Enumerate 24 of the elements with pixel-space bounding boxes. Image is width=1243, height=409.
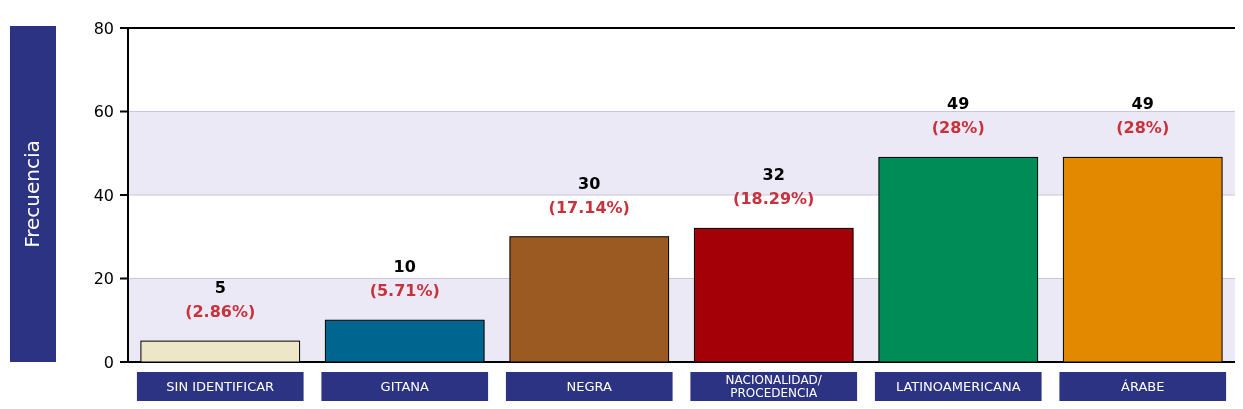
data-label: 30 [578,173,601,193]
data-label: 5 [214,278,226,298]
annotation: (18.29%) [733,189,815,209]
annotation: (2.86%) [185,302,256,322]
data-label: 49 [1131,94,1154,114]
annotation: (28%) [931,118,985,138]
x-tick-label: GITANA [380,379,430,395]
x-tick-label: ÁRABE [1121,379,1165,395]
y-tick-label: 80 [93,18,114,38]
data-label: 49 [947,94,970,114]
y-axis-title: Frecuencia [20,140,44,248]
annotation: (28%) [1116,118,1170,138]
x-tick-label: SIN IDENTIFICAR [166,379,275,395]
annotation: (5.71%) [369,281,440,301]
y-tick-label: 40 [93,185,114,205]
x-tick-label: NACIONALIDAD/ PROCEDENCIA [725,373,823,401]
y-tick-label: 20 [93,269,114,289]
annotation: (17.14%) [548,197,630,217]
x-tick-label: NEGRA [566,379,613,395]
data-label: 32 [762,165,785,185]
x-tick-label: LATINOAMERICANA [895,379,1021,395]
data-label: 10 [393,257,416,277]
y-tick-label: 0 [103,352,114,372]
y-tick-label: 60 [93,102,114,122]
